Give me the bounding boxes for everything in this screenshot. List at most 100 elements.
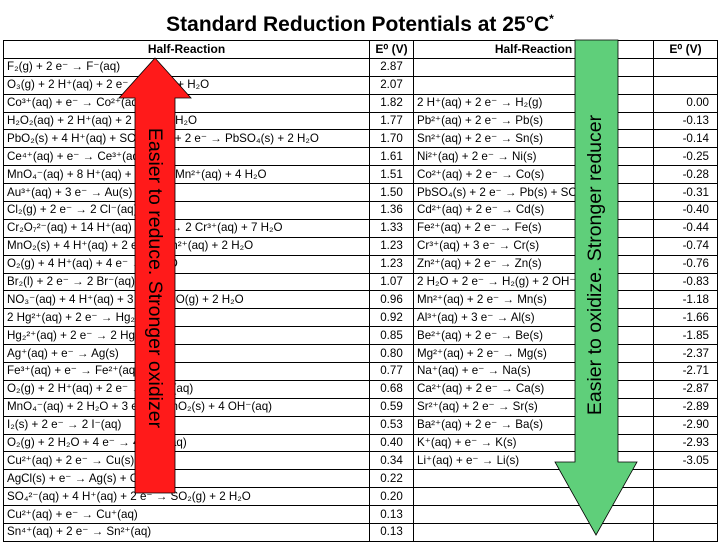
left-reaction-cell: Fe³⁺(aq) + e⁻ → Fe²⁺(aq) bbox=[3, 362, 370, 381]
left-reaction-cell: Ag⁺(aq) + e⁻ → Ag(s) bbox=[3, 344, 370, 364]
left-e0-cell: 0.13 bbox=[369, 505, 414, 525]
left-reaction-cell: O₂(g) + 2 H₂O + 4 e⁻ → 4 OH⁻(aq) bbox=[3, 433, 370, 453]
left-reaction-cell: Hg₂²⁺(aq) + 2 e⁻ → 2 Hg(l) bbox=[3, 326, 370, 346]
right-e0-cell: -2.71 bbox=[653, 362, 718, 381]
left-e0-cell: 1.50 bbox=[369, 183, 414, 203]
right-e0-cell bbox=[653, 505, 718, 525]
reducer-arrow-label: Easier to oxidize. Stronger reducer bbox=[584, 114, 606, 416]
right-reaction-cell: Ba²⁺(aq) + 2 e⁻ → Ba(s) bbox=[413, 415, 654, 435]
table-header-row: Half-Reaction E⁰ (V) Half-Reaction E⁰ (V… bbox=[3, 40, 718, 59]
table-row: I₂(s) + 2 e⁻ → 2 I⁻(aq) 0.53 Ba²⁺(aq) + 2 … bbox=[3, 415, 718, 435]
right-e0-cell: -1.18 bbox=[653, 290, 718, 310]
left-reaction-header: Half-Reaction bbox=[3, 40, 370, 59]
right-e0-cell bbox=[653, 75, 718, 95]
left-reaction-cell: PbO₂(s) + 4 H⁺(aq) + SO₄²⁻(aq) + 2 e⁻ → … bbox=[3, 129, 370, 149]
title-degree-unit: °C bbox=[525, 13, 550, 36]
left-reaction-cell: Cr₂O₇²⁻(aq) + 14 H⁺(aq) + 6 e⁻ → 2 Cr³⁺(… bbox=[3, 218, 370, 238]
left-reaction-cell: AgCl(s) + e⁻ → Ag(s) + Cl⁻(aq) bbox=[3, 469, 370, 489]
right-e0-cell: -0.13 bbox=[653, 111, 718, 131]
right-reaction-cell: Cd²⁺(aq) + 2 e⁻ → Cd(s) bbox=[413, 201, 654, 220]
right-reaction-cell: Pb²⁺(aq) + 2 e⁻ → Pb(s) bbox=[413, 111, 654, 131]
left-reaction-cell: F₂(g) + 2 e⁻ → F⁻(aq) bbox=[3, 57, 370, 77]
right-reaction-cell: Sn²⁺(aq) + 2 e⁻ → Sn(s) bbox=[413, 129, 654, 149]
right-e0-cell: -2.93 bbox=[653, 433, 718, 453]
left-e0-cell: 2.87 bbox=[369, 57, 414, 77]
table-row: Cr₂O₇²⁻(aq) + 14 H⁺(aq) + 6 e⁻ → 2 Cr³⁺(… bbox=[3, 218, 718, 238]
table-row: Au³⁺(aq) + 3 e⁻ → Au(s) 1.50 PbSO₄(s) + 2 … bbox=[3, 183, 718, 203]
left-reaction-cell: 2 Hg²⁺(aq) + 2 e⁻ → Hg₂²⁺(aq) bbox=[3, 308, 370, 328]
table-row: SO₄²⁻(aq) + 4 H⁺(aq) + 2 e⁻ → SO₂(g) + 2… bbox=[3, 487, 718, 507]
table-row: Br₂(l) + 2 e⁻ → 2 Br⁻(aq) 1.07 2 H₂O + 2 e… bbox=[3, 272, 718, 292]
left-reaction-cell: Br₂(l) + 2 e⁻ → 2 Br⁻(aq) bbox=[3, 272, 370, 292]
table-row: Ag⁺(aq) + e⁻ → Ag(s) 0.80 Mg²⁺(aq) + 2 e⁻ … bbox=[3, 344, 718, 364]
left-e0-cell: 1.23 bbox=[369, 236, 414, 256]
left-e0-cell: 1.33 bbox=[369, 218, 414, 238]
table-row: Cu²⁺(aq) + 2 e⁻ → Cu(s) 0.34 Li⁺(aq) + e⁻ … bbox=[3, 451, 718, 471]
table-row: MnO₄⁻(aq) + 8 H⁺(aq) + 5 e⁻ → Mn²⁺(aq) +… bbox=[3, 165, 718, 185]
right-e0-cell: -0.28 bbox=[653, 165, 718, 185]
right-e0-cell: -2.90 bbox=[653, 415, 718, 435]
right-e0-cell bbox=[653, 57, 718, 77]
left-e0-cell: 0.53 bbox=[369, 415, 414, 435]
table-row: MnO₂(s) + 4 H⁺(aq) + 2 e⁻ → Mn²⁺(aq) + 2… bbox=[3, 236, 718, 256]
left-e0-cell: 1.61 bbox=[369, 147, 414, 167]
table-row: Cu²⁺(aq) + e⁻ → Cu⁺(aq) 0.13 bbox=[3, 505, 718, 525]
right-reaction-cell bbox=[413, 57, 654, 77]
left-reaction-cell: O₃(g) + 2 H⁺(aq) + 2 e⁻ → O₂(g) + H₂O bbox=[3, 75, 370, 95]
right-reaction-cell: Fe²⁺(aq) + 2 e⁻ → Fe(s) bbox=[413, 218, 654, 238]
left-reaction-cell: Au³⁺(aq) + 3 e⁻ → Au(s) bbox=[3, 183, 370, 203]
left-e0-cell: 0.85 bbox=[369, 326, 414, 346]
left-e0-cell: 1.70 bbox=[369, 129, 414, 149]
left-reaction-cell: SO₄²⁻(aq) + 4 H⁺(aq) + 2 e⁻ → SO₂(g) + 2… bbox=[3, 487, 370, 507]
left-e0-cell: 0.77 bbox=[369, 362, 414, 381]
right-e0-cell bbox=[653, 469, 718, 489]
right-e0-cell: -0.31 bbox=[653, 183, 718, 203]
left-e0-cell: 0.40 bbox=[369, 433, 414, 453]
table-row: O₃(g) + 2 H⁺(aq) + 2 e⁻ → O₂(g) + H₂O 2.0… bbox=[3, 75, 718, 95]
right-reaction-cell: Al³⁺(aq) + 3 e⁻ → Al(s) bbox=[413, 308, 654, 328]
left-reaction-cell: O₂(g) + 4 H⁺(aq) + 4 e⁻ → 2 H₂O bbox=[3, 254, 370, 274]
right-e0-cell bbox=[653, 523, 718, 542]
right-reaction-cell bbox=[413, 487, 654, 507]
right-e0-cell: -2.89 bbox=[653, 397, 718, 417]
table-row: Co³⁺(aq) + e⁻ → Co²⁺(aq) 1.82 2 H⁺(aq) + 2… bbox=[3, 93, 718, 113]
left-e0-cell: 0.34 bbox=[369, 451, 414, 471]
left-reaction-cell: I₂(s) + 2 e⁻ → 2 I⁻(aq) bbox=[3, 415, 370, 435]
left-e0-cell: 0.13 bbox=[369, 523, 414, 542]
left-reaction-cell: Cu²⁺(aq) + 2 e⁻ → Cu(s) bbox=[3, 451, 370, 471]
right-reaction-cell: Cr³⁺(aq) + 3 e⁻ → Cr(s) bbox=[413, 236, 654, 256]
right-e0-cell: -0.44 bbox=[653, 218, 718, 238]
title-footnote-mark: * bbox=[549, 12, 554, 26]
table-row: AgCl(s) + e⁻ → Ag(s) + Cl⁻(aq) 0.22 bbox=[3, 469, 718, 489]
right-e0-cell: -0.14 bbox=[653, 129, 718, 149]
right-e0-cell: -2.37 bbox=[653, 344, 718, 364]
left-reaction-cell: Cu²⁺(aq) + e⁻ → Cu⁺(aq) bbox=[3, 505, 370, 525]
table-row: Cl₂(g) + 2 e⁻ → 2 Cl⁻(aq) 1.36 Cd²⁺(aq) + … bbox=[3, 201, 718, 220]
right-reaction-cell: 2 H⁺(aq) + 2 e⁻ → H₂(g) bbox=[413, 93, 654, 113]
reduction-potentials-table: Half-Reaction E⁰ (V) Half-Reaction E⁰ (V… bbox=[3, 40, 718, 542]
right-reaction-cell: Na⁺(aq) + e⁻ → Na(s) bbox=[413, 362, 654, 381]
right-reaction-cell bbox=[413, 75, 654, 95]
right-e0-cell: -2.87 bbox=[653, 379, 718, 399]
left-e0-cell: 0.80 bbox=[369, 344, 414, 364]
left-e0-cell: 0.22 bbox=[369, 469, 414, 489]
left-reaction-cell: Ce⁴⁺(aq) + e⁻ → Ce³⁺(aq) bbox=[3, 147, 370, 167]
table-body: F₂(g) + 2 e⁻ → F⁻(aq) 2.87 O₃(g) + 2 H⁺(aq… bbox=[3, 57, 718, 542]
right-reaction-cell: PbSO₄(s) + 2 e⁻ → Pb(s) + SO₄²⁻(aq) bbox=[413, 183, 654, 203]
left-reaction-cell: MnO₄⁻(aq) + 8 H⁺(aq) + 5 e⁻ → Mn²⁺(aq) +… bbox=[3, 165, 370, 185]
left-e0-cell: 1.23 bbox=[369, 254, 414, 274]
left-reaction-cell: Co³⁺(aq) + e⁻ → Co²⁺(aq) bbox=[3, 93, 370, 113]
table-row: MnO₄⁻(aq) + 2 H₂O + 3 e⁻ → MnO₂(s) + 4 O… bbox=[3, 397, 718, 417]
left-e0-cell: 1.36 bbox=[369, 201, 414, 220]
right-e0-header: E⁰ (V) bbox=[653, 40, 718, 59]
right-reaction-cell bbox=[413, 523, 654, 542]
right-e0-cell: -3.05 bbox=[653, 451, 718, 471]
left-e0-cell: 0.92 bbox=[369, 308, 414, 328]
table-row: Ce⁴⁺(aq) + e⁻ → Ce³⁺(aq) 1.61 Ni²⁺(aq) + 2… bbox=[3, 147, 718, 167]
right-reaction-cell bbox=[413, 469, 654, 489]
left-e0-cell: 1.51 bbox=[369, 165, 414, 185]
left-e0-cell: 0.59 bbox=[369, 397, 414, 417]
right-reaction-cell: Ca²⁺(aq) + 2 e⁻ → Ca(s) bbox=[413, 379, 654, 399]
right-e0-cell: -0.74 bbox=[653, 236, 718, 256]
left-reaction-cell: O₂(g) + 2 H⁺(aq) + 2 e⁻ → H₂O₂(aq) bbox=[3, 379, 370, 399]
